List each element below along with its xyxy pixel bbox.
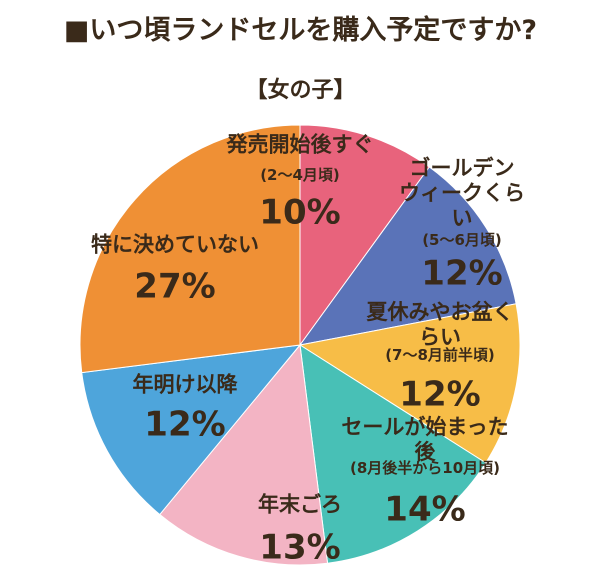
slice-label: 発売開始後すぐ [226,132,374,157]
slice-label: 夏休みやお盆くらい [366,299,514,349]
slice-label: 特に決めていない [91,232,259,257]
pie-slice [298,303,521,464]
pie-slice [159,343,329,566]
pie-slice [79,124,301,374]
slice-label: 年明け以降 [132,372,238,397]
value-label: 13% [259,527,341,568]
slice-note: (7〜8月前半頃) [385,346,495,364]
slice-note: (8月後半から10月頃) [349,459,501,477]
slice-label: 年末ごろ [258,492,342,517]
pie-slice [298,166,517,346]
pie-slice [81,344,302,516]
slice-note: (5〜6月頃) [422,231,502,249]
pie-slice [299,124,431,347]
value-label: 14% [384,489,466,530]
value-label: 12% [144,404,226,445]
slice-label: セールが始まった後 [341,414,509,464]
value-label: 27% [134,266,216,307]
value-label: 12% [399,374,481,415]
value-label: 12% [421,253,503,294]
slice-label: ゴールデン ウィークくらい [399,156,525,231]
slice-note: (2〜4月頃) [260,166,340,184]
chart-subtitle: 【女の子】 [245,78,356,103]
pie-slice [299,344,487,564]
chart-title: ■いつ頃ランドセルを購入予定ですか? [63,15,538,46]
value-label: 10% [259,192,341,233]
